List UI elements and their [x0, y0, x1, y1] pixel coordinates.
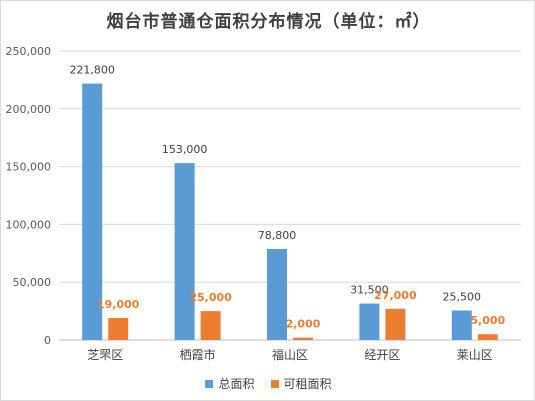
- category-label: 福山区: [272, 347, 308, 362]
- category-label: 莱山区: [457, 348, 493, 362]
- bar-total: [82, 83, 103, 341]
- bar-rentable: [477, 334, 498, 340]
- data-label-rentable: 19,000: [97, 298, 140, 311]
- data-label-rentable: 27,000: [374, 289, 417, 302]
- legend-swatch-rentable: [270, 379, 279, 388]
- data-label-total: 78,800: [258, 229, 297, 242]
- bar-total: [267, 248, 287, 340]
- y-tick-label: 0: [44, 334, 51, 347]
- chart-title: 烟台市普通仓面积分布情况（单位：㎡）: [106, 12, 431, 32]
- data-label-total: 221,800: [69, 64, 115, 77]
- data-label-rentable: 5,000: [470, 314, 505, 327]
- bar-total: [359, 303, 380, 340]
- legend-item-total: 总面积: [205, 375, 255, 392]
- legend-swatch-total: [205, 379, 214, 388]
- y-tick-label: 200,000: [6, 103, 52, 116]
- y-tick-label: 150,000: [6, 161, 52, 174]
- data-label-total: 25,500: [443, 291, 482, 304]
- bar-total: [174, 163, 195, 340]
- legend-label-rentable: 可租面积: [283, 377, 332, 391]
- legend-label-total: 总面积: [218, 377, 255, 391]
- category-label: 芝罘区: [87, 347, 123, 362]
- chart-legend: 总面积 可租面积: [1, 375, 534, 392]
- bar-rentable: [385, 308, 406, 340]
- y-tick-label: 250,000: [6, 45, 52, 58]
- bar-total: [451, 310, 472, 340]
- y-tick-label: 50,000: [13, 276, 52, 289]
- category-label: 栖霞市: [180, 347, 216, 362]
- bar-rentable: [108, 318, 129, 340]
- bar-rentable: [293, 337, 313, 340]
- data-label-total: 153,000: [162, 143, 208, 156]
- legend-item-rentable: 可租面积: [270, 375, 332, 392]
- data-label-rentable: 25,000: [189, 291, 232, 304]
- bar-rentable: [200, 311, 221, 340]
- data-label-total: 31,500: [350, 284, 389, 297]
- y-tick-label: 100,000: [6, 218, 52, 231]
- data-label-rentable: 2,000: [286, 318, 321, 331]
- category-label: 经开区: [364, 348, 400, 362]
